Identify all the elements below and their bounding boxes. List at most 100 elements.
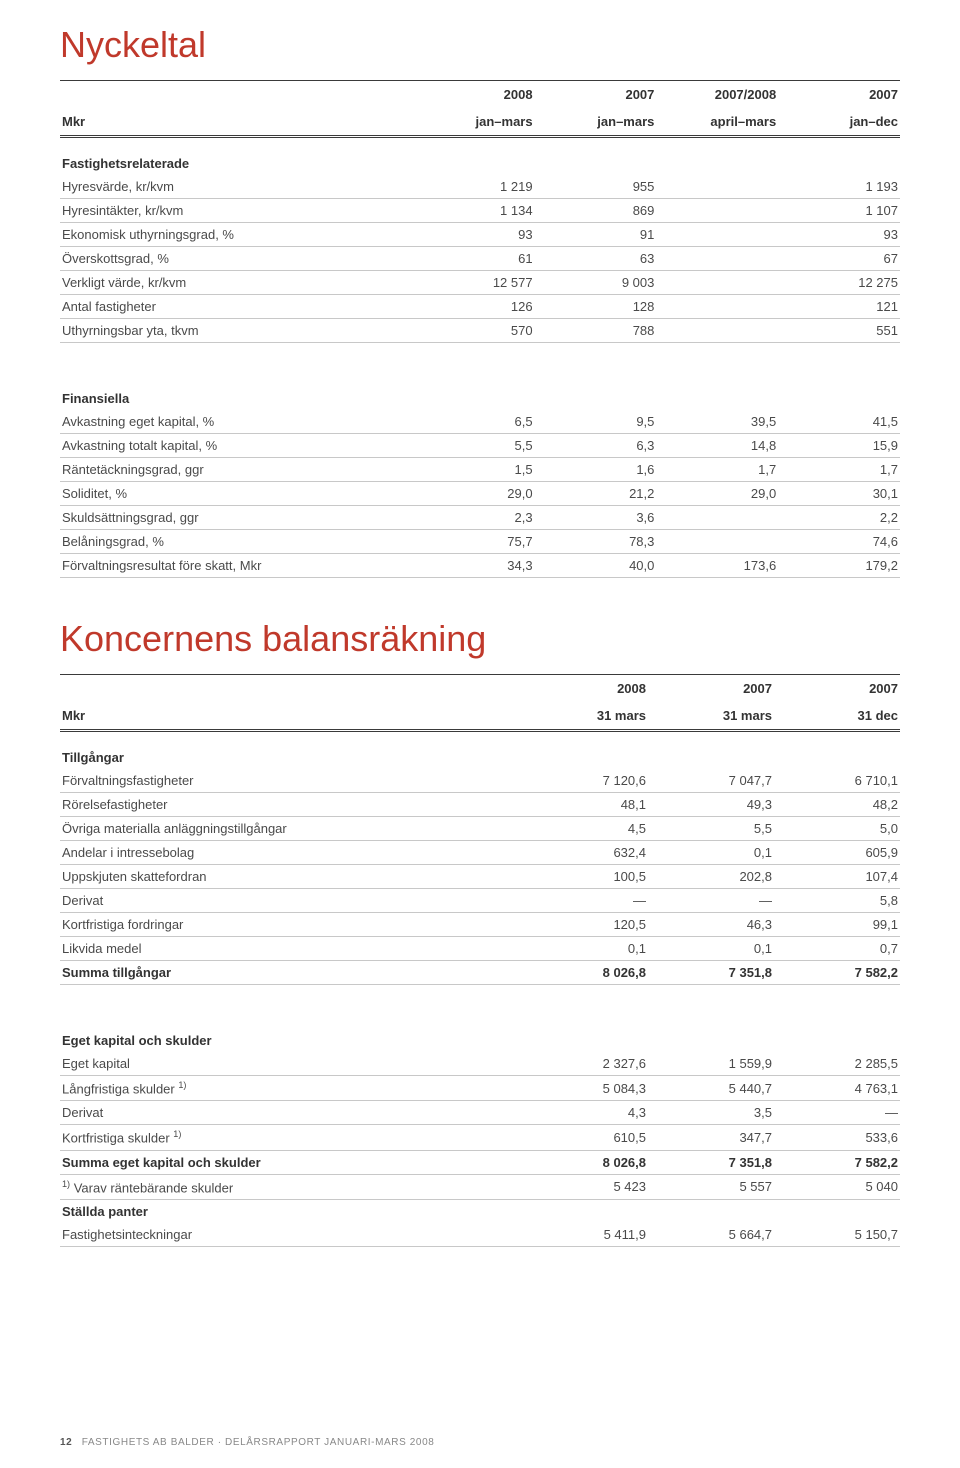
- table-row: Avkastning eget kapital, %6,59,539,541,5: [60, 410, 900, 434]
- cell-value: 955: [535, 175, 657, 199]
- cell-value: 4,3: [522, 1101, 648, 1125]
- cell-value: 5,5: [413, 434, 535, 458]
- cell-value: 91: [535, 223, 657, 247]
- table-row: Uthyrningsbar yta, tkvm570788551: [60, 319, 900, 343]
- row-label: Summa tillgångar: [60, 961, 522, 985]
- table-row: Ekonomisk uthyrningsgrad, %939193: [60, 223, 900, 247]
- cell-value: 6,3: [535, 434, 657, 458]
- page-title-balansrakning: Koncernens balansräkning: [60, 618, 900, 660]
- row-label: Fastighetsinteckningar: [60, 1223, 522, 1247]
- row-label: Ekonomisk uthyrningsgrad, %: [60, 223, 413, 247]
- cell-value: —: [648, 889, 774, 913]
- row-label: Avkastning totalt kapital, %: [60, 434, 413, 458]
- table-balansrakning: 200820072007Mkr31 mars31 mars31 decTillg…: [60, 674, 900, 1247]
- page-footer: 12 FASTIGHETS AB BALDER · DELÅRSRAPPORT …: [60, 1437, 434, 1448]
- row-label: Räntetäckningsgrad, ggr: [60, 458, 413, 482]
- cell-value: 551: [778, 319, 900, 343]
- cell-value: 29,0: [413, 482, 535, 506]
- cell-value: 63: [535, 247, 657, 271]
- cell-value: 632,4: [522, 841, 648, 865]
- table-row: Verkligt värde, kr/kvm12 5779 00312 275: [60, 271, 900, 295]
- row-label: Kortfristiga fordringar: [60, 913, 522, 937]
- cell-value: 3,6: [535, 506, 657, 530]
- cell-value: 5 150,7: [774, 1223, 900, 1247]
- section-header: Fastighetsrelaterade: [60, 137, 900, 176]
- row-label: Övriga materialla anläggningstillgångar: [60, 817, 522, 841]
- cell-value: 1 193: [778, 175, 900, 199]
- cell-value: 7 582,2: [774, 961, 900, 985]
- col-period: 31 dec: [774, 702, 900, 731]
- cell-value: 100,5: [522, 865, 648, 889]
- table-row: Hyresvärde, kr/kvm1 2199551 193: [60, 175, 900, 199]
- row-label: Hyresintäkter, kr/kvm: [60, 199, 413, 223]
- col-period: 31 mars: [648, 702, 774, 731]
- table-row: Uppskjuten skattefordran100,5202,8107,4: [60, 865, 900, 889]
- cell-value: 5 664,7: [648, 1223, 774, 1247]
- col-year: 2007/2008: [656, 81, 778, 109]
- row-label: Andelar i intressebolag: [60, 841, 522, 865]
- col-year: 2008: [522, 675, 648, 703]
- table-row: Övriga materialla anläggningstillgångar4…: [60, 817, 900, 841]
- cell-value: 120,5: [522, 913, 648, 937]
- table-row: Fastighetsinteckningar5 411,95 664,75 15…: [60, 1223, 900, 1247]
- page-number: 12: [60, 1437, 72, 1448]
- cell-value: 121: [778, 295, 900, 319]
- cell-value: 6 710,1: [774, 769, 900, 793]
- col-period: april–mars: [656, 108, 778, 137]
- cell-value: 128: [535, 295, 657, 319]
- row-label: Derivat: [60, 889, 522, 913]
- cell-value: 7 351,8: [648, 1150, 774, 1174]
- table-row: Eget kapital2 327,61 559,92 285,5: [60, 1052, 900, 1076]
- row-label: Uppskjuten skattefordran: [60, 865, 522, 889]
- cell-value: 202,8: [648, 865, 774, 889]
- col-year: 2007: [648, 675, 774, 703]
- cell-value: 6,5: [413, 410, 535, 434]
- row-label: 1) Varav räntebärande skulder: [60, 1174, 522, 1199]
- col-year: 2008: [413, 81, 535, 109]
- cell-value: 4 763,1: [774, 1076, 900, 1101]
- cell-value: 46,3: [648, 913, 774, 937]
- unit-label: Mkr: [60, 108, 413, 137]
- cell-value: 48,1: [522, 793, 648, 817]
- cell-value: 5 411,9: [522, 1223, 648, 1247]
- cell-value: 7 582,2: [774, 1150, 900, 1174]
- cell-value: [656, 223, 778, 247]
- cell-value: 9 003: [535, 271, 657, 295]
- row-label: Ställda panter: [60, 1199, 522, 1223]
- cell-value: 12 275: [778, 271, 900, 295]
- cell-value: 1,7: [778, 458, 900, 482]
- table-row: Överskottsgrad, %616367: [60, 247, 900, 271]
- unit-label: Mkr: [60, 702, 522, 731]
- cell-value: —: [774, 1101, 900, 1125]
- cell-value: 2,3: [413, 506, 535, 530]
- cell-value: 2,2: [778, 506, 900, 530]
- table-row: Förvaltningsresultat före skatt, Mkr34,3…: [60, 554, 900, 578]
- table-row: Förvaltningsfastigheter7 120,67 047,76 7…: [60, 769, 900, 793]
- col-period: 31 mars: [522, 702, 648, 731]
- cell-value: 74,6: [778, 530, 900, 554]
- page-title-nyckeltal: Nyckeltal: [60, 24, 900, 66]
- cell-value: 1 107: [778, 199, 900, 223]
- cell-value: 1 219: [413, 175, 535, 199]
- table-row: Summa tillgångar8 026,87 351,87 582,2: [60, 961, 900, 985]
- table-row: Räntetäckningsgrad, ggr1,51,61,71,7: [60, 458, 900, 482]
- section-header: Finansiella: [60, 373, 900, 410]
- row-label: Överskottsgrad, %: [60, 247, 413, 271]
- cell-value: —: [522, 889, 648, 913]
- cell-value: 15,9: [778, 434, 900, 458]
- cell-value: 12 577: [413, 271, 535, 295]
- section-header: Eget kapital och skulder: [60, 1015, 900, 1052]
- cell-value: 788: [535, 319, 657, 343]
- section-header: Tillgångar: [60, 731, 900, 770]
- cell-value: 5 040: [774, 1174, 900, 1199]
- cell-value: 21,2: [535, 482, 657, 506]
- cell-value: 347,7: [648, 1125, 774, 1150]
- cell-value: 0,7: [774, 937, 900, 961]
- table-row: Derivat4,33,5—: [60, 1101, 900, 1125]
- cell-value: 2 285,5: [774, 1052, 900, 1076]
- table-row: Antal fastigheter126128121: [60, 295, 900, 319]
- cell-value: 2 327,6: [522, 1052, 648, 1076]
- table-row: Likvida medel0,10,10,7: [60, 937, 900, 961]
- cell-value: [656, 175, 778, 199]
- cell-value: [774, 1199, 900, 1223]
